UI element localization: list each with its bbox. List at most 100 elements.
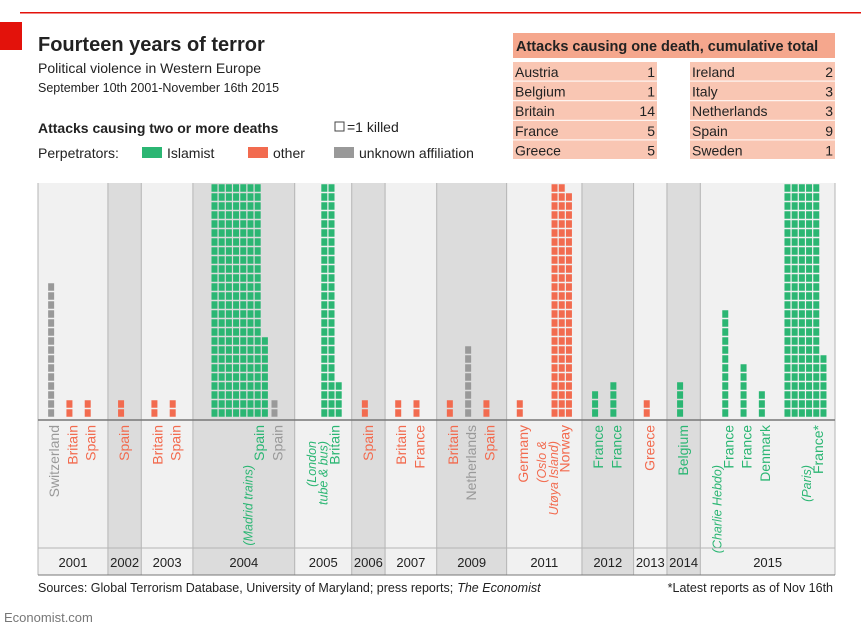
table-country: France <box>515 123 559 139</box>
attack-note: (Charlie Hebdo) <box>710 465 724 553</box>
sources-italic: The Economist <box>457 581 541 595</box>
attack-label: Britain <box>327 425 343 465</box>
waffle-block <box>169 400 176 417</box>
waffle-block <box>118 400 125 417</box>
waffle-block <box>677 382 684 417</box>
brand: Economist.com <box>4 610 93 625</box>
attack-label: Britain <box>393 425 409 465</box>
attack-note: (Madrid trains) <box>241 465 255 546</box>
waffle-block <box>66 400 73 417</box>
year-label: 2014 <box>669 555 698 570</box>
waffle-block <box>395 400 402 417</box>
table-row-bg <box>513 101 657 120</box>
attack-note: Utøya Island) <box>547 441 561 515</box>
title: Fourteen years of terror <box>38 34 265 56</box>
year-band <box>107 183 142 575</box>
table-row-bg <box>513 62 657 81</box>
table-country: Sweden <box>692 142 743 158</box>
waffle-block <box>413 400 420 417</box>
table-title-bg <box>513 33 835 58</box>
table-value: 2 <box>825 64 833 80</box>
attack-note: (Paris) <box>800 465 814 502</box>
year-band <box>633 183 667 575</box>
unit-square <box>334 121 345 132</box>
table-row-bg <box>690 62 835 81</box>
attack-note: (Oslo & <box>535 441 549 483</box>
attack-label: Belgium <box>675 425 691 476</box>
attack-label: Britain <box>149 425 165 465</box>
waffle-block <box>610 382 617 417</box>
year-band <box>666 183 701 575</box>
year-label: 2002 <box>110 555 139 570</box>
attack-label: Britain <box>445 425 461 465</box>
attack-label: Spain <box>360 425 376 461</box>
attack-label: France <box>739 425 755 469</box>
legend-label: other <box>273 145 305 161</box>
legend-label: Islamist <box>167 145 215 161</box>
table-title: Attacks causing one death, cumulative to… <box>516 39 818 55</box>
attack-note: (London <box>305 441 319 487</box>
year-label: 2001 <box>59 555 88 570</box>
attack-label: Germany <box>515 425 531 483</box>
year-label: 2013 <box>636 555 665 570</box>
waffle-block <box>211 184 268 417</box>
attack-label: Spain <box>269 425 285 461</box>
legend-heading: Attacks causing two or more deaths <box>38 120 279 136</box>
attack-label: Spain <box>481 425 497 461</box>
year-band <box>141 183 193 575</box>
table-country: Ireland <box>692 64 735 80</box>
table-country: Netherlands <box>692 103 768 119</box>
waffle-block <box>151 400 158 417</box>
year-label: 2009 <box>457 555 486 570</box>
table-value: 3 <box>825 84 833 100</box>
legend-swatch <box>248 147 268 158</box>
year-label: 2011 <box>530 555 558 570</box>
footnote: *Latest reports as of Nov 16th <box>668 581 833 595</box>
waffle-block <box>361 400 368 417</box>
table-row-bg <box>690 140 835 159</box>
year-band <box>581 183 634 575</box>
attack-label: France* <box>810 424 826 474</box>
waffle-block <box>321 184 342 417</box>
attack-label: Spain <box>251 425 267 461</box>
waffle-block <box>465 346 472 417</box>
attack-label: Netherlands <box>463 425 479 501</box>
year-band <box>436 183 507 575</box>
waffle-block <box>758 391 765 417</box>
attack-label: France <box>720 425 736 469</box>
waffle-block <box>48 283 55 417</box>
attack-label: Spain <box>83 425 99 461</box>
attack-label: France <box>412 425 428 469</box>
top-rule <box>20 12 861 14</box>
table-value: 1 <box>647 84 655 100</box>
year-label: 2012 <box>593 555 622 570</box>
subtitle: Political violence in Western Europe <box>38 60 261 76</box>
table-row-bg <box>690 120 835 140</box>
year-label: 2003 <box>153 555 182 570</box>
table-country: Britain <box>515 103 555 119</box>
waffle-block <box>516 400 523 417</box>
waffle-block <box>784 184 827 417</box>
attack-label: Greece <box>642 425 658 471</box>
table-value: 9 <box>825 123 833 139</box>
year-band <box>385 183 437 575</box>
waffle-block <box>643 400 650 417</box>
waffle-block <box>592 391 599 417</box>
attack-label: Switzerland <box>46 425 62 497</box>
waffle-block <box>740 364 747 417</box>
table-country: Spain <box>692 123 728 139</box>
table-row-bg <box>513 81 657 101</box>
table-value: 14 <box>639 103 655 119</box>
table-value: 1 <box>825 142 833 158</box>
attack-label: Spain <box>116 425 132 461</box>
table-row-bg <box>690 101 835 120</box>
table-country: Austria <box>515 64 559 80</box>
table-country: Italy <box>692 84 718 100</box>
legend-label: unknown affiliation <box>359 145 474 161</box>
attack-label: France <box>608 425 624 469</box>
waffle-block <box>483 400 490 417</box>
waffle-block <box>446 400 453 417</box>
table-value: 5 <box>647 123 655 139</box>
date-range: September 10th 2001-November 16th 2015 <box>38 81 279 95</box>
